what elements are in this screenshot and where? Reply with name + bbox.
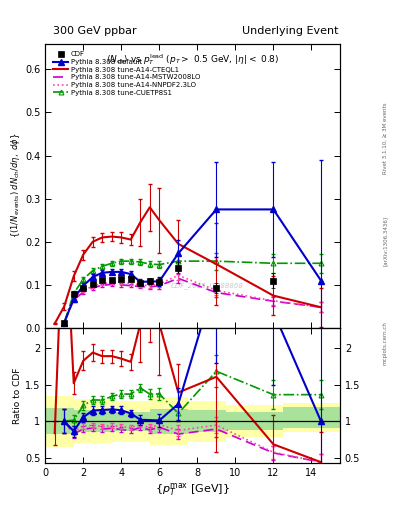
- X-axis label: $\{p_T^{\rm max}\ [{\rm GeV}]\}$: $\{p_T^{\rm max}\ [{\rm GeV}]\}$: [155, 481, 230, 498]
- Bar: [150, 397, 188, 445]
- Text: $\langle N_{\rm ch}\rangle$ vs $p_T^{\rm lead}$ ($p_T >$ 0.5 GeV, $|\eta| <$ 0.8: $\langle N_{\rm ch}\rangle$ vs $p_T^{\rm…: [106, 52, 279, 67]
- Bar: [188, 410, 226, 432]
- Text: mcplots.cern.ch: mcplots.cern.ch: [383, 321, 387, 365]
- Y-axis label: $\{(1/N_{\rm events})\ dN_{\rm ch}/d\eta,\ d\phi\}$: $\{(1/N_{\rm events})\ dN_{\rm ch}/d\eta…: [9, 133, 22, 239]
- Bar: [226, 405, 283, 437]
- Text: Underlying Event: Underlying Event: [242, 26, 339, 36]
- Text: [arXiv:1306.3436]: [arXiv:1306.3436]: [383, 216, 387, 266]
- Bar: [112, 401, 150, 441]
- Bar: [74, 399, 112, 443]
- Bar: [45, 396, 74, 446]
- Bar: [188, 401, 226, 441]
- Bar: [150, 409, 188, 434]
- Bar: [283, 407, 340, 429]
- Bar: [45, 408, 74, 434]
- Y-axis label: Ratio to CDF: Ratio to CDF: [13, 368, 22, 424]
- Bar: [283, 403, 340, 432]
- Bar: [74, 410, 112, 432]
- Bar: [226, 412, 283, 430]
- Text: CDF_2015_I1388868: CDF_2015_I1388868: [171, 282, 244, 289]
- Bar: [112, 412, 150, 431]
- Text: Rivet 3.1.10, ≥ 3M events: Rivet 3.1.10, ≥ 3M events: [383, 102, 387, 174]
- Text: 300 GeV ppbar: 300 GeV ppbar: [53, 26, 137, 36]
- Legend: CDF, Pythia 8.308 default, Pythia 8.308 tune-A14-CTEQL1, Pythia 8.308 tune-A14-M: CDF, Pythia 8.308 default, Pythia 8.308 …: [50, 49, 203, 99]
